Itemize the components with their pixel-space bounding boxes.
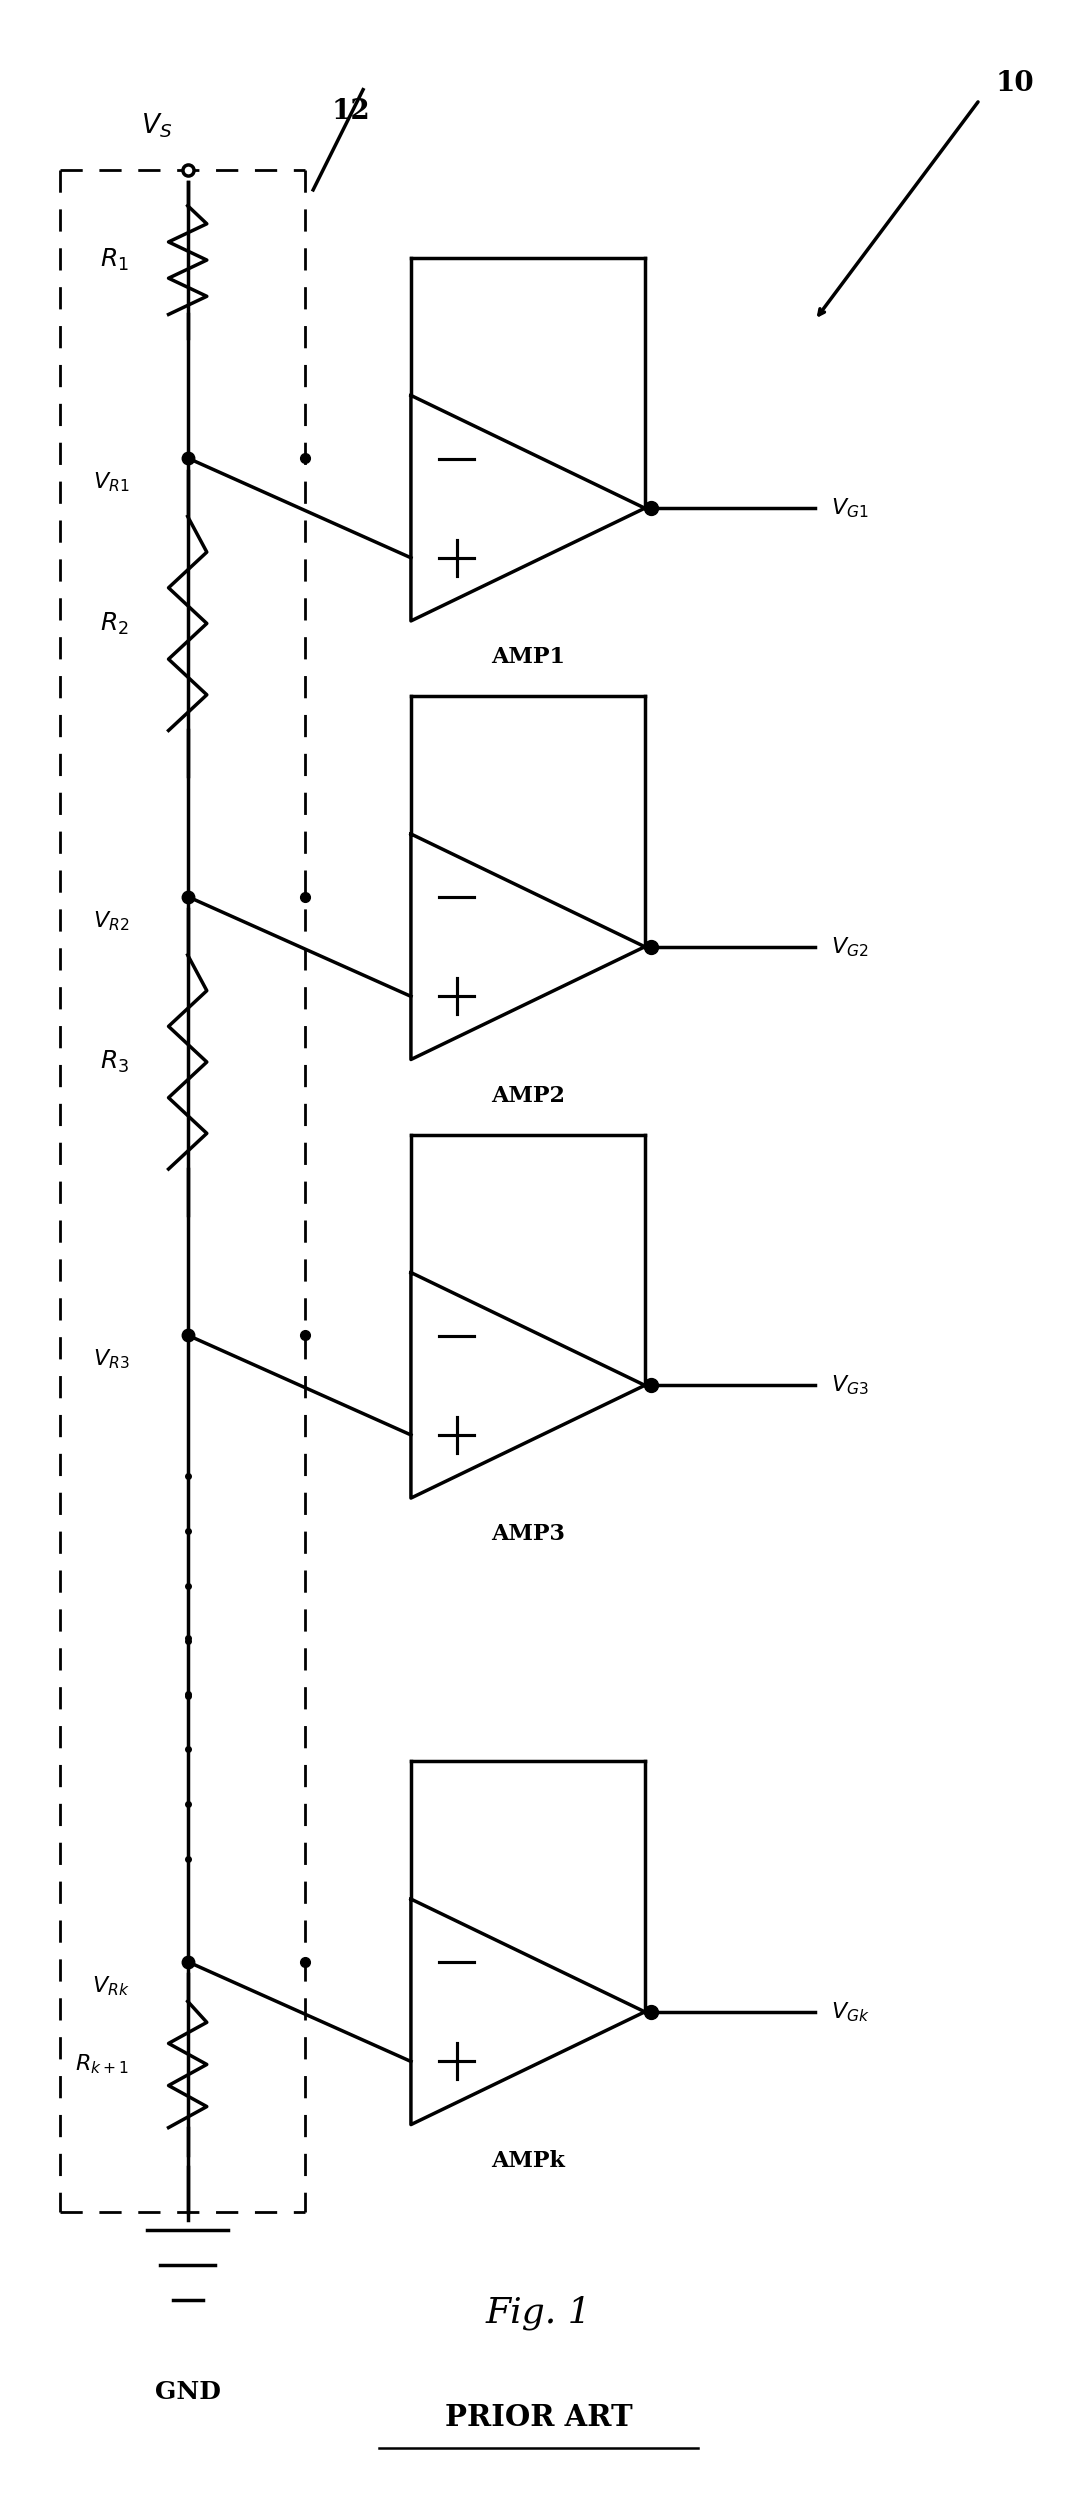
Text: 10: 10 xyxy=(995,71,1034,96)
Text: $V_{R1}$: $V_{R1}$ xyxy=(93,471,129,494)
Text: AMP2: AMP2 xyxy=(491,1084,564,1106)
Text: AMP3: AMP3 xyxy=(491,1522,564,1545)
Text: $R_1$: $R_1$ xyxy=(100,247,129,272)
Text: $R_2$: $R_2$ xyxy=(100,610,129,638)
Text: AMP1: AMP1 xyxy=(491,645,564,668)
Text: $V_{Gk}$: $V_{Gk}$ xyxy=(830,2001,869,2024)
Text: $V_{G2}$: $V_{G2}$ xyxy=(830,935,868,958)
Text: $V_{R3}$: $V_{R3}$ xyxy=(93,1348,129,1371)
Text: $V_{G3}$: $V_{G3}$ xyxy=(830,1373,869,1396)
Text: Fig. 1: Fig. 1 xyxy=(486,2296,591,2331)
Text: $V_{G1}$: $V_{G1}$ xyxy=(830,496,868,519)
Text: GND: GND xyxy=(155,2381,221,2404)
Text: $R_{k+1}$: $R_{k+1}$ xyxy=(75,2054,129,2076)
Text: PRIOR ART: PRIOR ART xyxy=(445,2404,632,2432)
Text: $V_{Rk}$: $V_{Rk}$ xyxy=(92,1973,129,1998)
Text: AMPk: AMPk xyxy=(491,2150,564,2172)
Text: $V_S$: $V_S$ xyxy=(140,111,171,139)
Text: 12: 12 xyxy=(332,98,369,123)
Text: $V_{R2}$: $V_{R2}$ xyxy=(93,910,129,932)
Text: $R_3$: $R_3$ xyxy=(100,1048,129,1076)
